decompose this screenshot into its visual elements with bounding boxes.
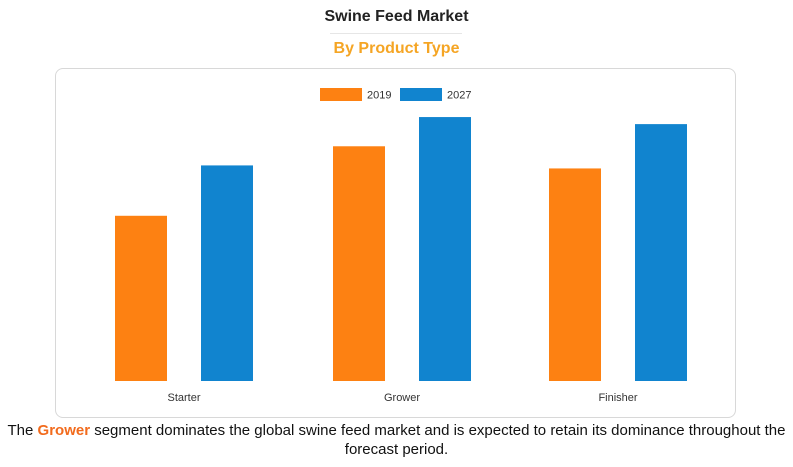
chart-title: Swine Feed Market <box>324 8 469 25</box>
legend-label-2027: 2027 <box>447 90 471 102</box>
caption-highlight: Grower <box>37 422 91 439</box>
x-tick-label-grower: Grower <box>384 392 420 404</box>
x-tick-label-finisher: Finisher <box>598 392 637 404</box>
bar-grower-2019 <box>333 146 385 381</box>
legend-swatch-2019 <box>320 88 362 101</box>
x-tick-label-starter: Starter <box>167 392 200 404</box>
bar-finisher-2019 <box>549 168 601 381</box>
bar-grower-2027 <box>419 117 471 381</box>
bar-starter-2027 <box>201 165 253 381</box>
legend-label-2019: 2019 <box>367 90 391 102</box>
title-divider <box>330 33 462 34</box>
caption-suffix: segment dominates the global swine feed … <box>90 422 786 458</box>
caption-prefix: The <box>7 422 38 439</box>
legend-swatch-2027 <box>400 88 442 101</box>
caption: The Grower segment dominates the global … <box>0 421 793 459</box>
bar-chart: 2019 2027 Starter Grower Finisher <box>115 88 687 404</box>
bar-starter-2019 <box>115 215 167 381</box>
bar-finisher-2027 <box>635 124 687 381</box>
chart-subtitle: By Product Type <box>333 40 460 57</box>
chart-card: 2019 2027 Starter Grower Finisher <box>55 68 736 418</box>
